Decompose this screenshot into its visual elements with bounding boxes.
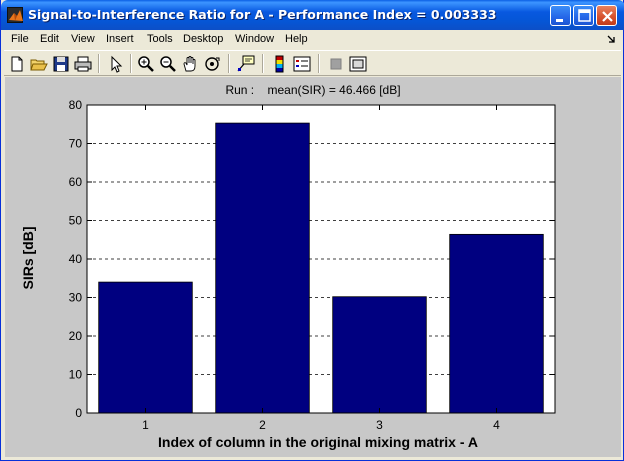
y-tick-label: 40 <box>69 252 83 266</box>
menu-view[interactable]: View <box>71 33 95 45</box>
new-file-icon[interactable] <box>7 54 27 74</box>
toolbar-separator <box>262 54 264 73</box>
open-folder-icon[interactable] <box>29 54 49 74</box>
menu-help[interactable]: Help <box>285 33 308 45</box>
bar <box>449 233 544 414</box>
hide-plot-tools-icon[interactable] <box>326 54 346 74</box>
y-tick-label: 60 <box>69 175 83 189</box>
menu-tools[interactable]: Tools <box>147 33 173 45</box>
menu-edit[interactable]: Edit <box>40 33 59 45</box>
x-tick-label: 2 <box>259 418 266 432</box>
y-tick-label: 80 <box>69 98 83 112</box>
colorbar-icon[interactable] <box>270 54 290 74</box>
window-title: Signal-to-Interference Ratio for A - Per… <box>28 7 497 22</box>
legend-icon[interactable] <box>292 54 312 74</box>
rotate-3d-icon[interactable] <box>202 54 222 74</box>
maximize-button[interactable] <box>573 5 594 26</box>
close-button[interactable] <box>596 5 617 26</box>
y-tick-label: 50 <box>69 214 83 228</box>
y-tick-label: 30 <box>69 291 83 305</box>
bar <box>98 281 193 414</box>
x-tick-label: 1 <box>142 418 149 432</box>
axes-box <box>86 104 556 414</box>
toolbar-separator <box>98 54 100 73</box>
toolbar-separator <box>318 54 320 73</box>
minimize-icon <box>556 19 563 22</box>
pan-hand-icon[interactable] <box>180 54 200 74</box>
menu-file[interactable]: File <box>11 33 29 45</box>
menu-desktop[interactable]: Desktop <box>183 33 224 45</box>
title-bar[interactable]: Signal-to-Interference Ratio for A - Per… <box>1 0 624 30</box>
x-axis-label: Index of column in the original mixing m… <box>158 434 478 450</box>
menu-bar: File Edit View Insert Tools Desktop Wind… <box>4 30 621 50</box>
show-plot-tools-icon[interactable] <box>348 54 368 74</box>
toolbar-separator <box>130 54 132 73</box>
print-icon[interactable] <box>73 54 93 74</box>
bar <box>332 296 427 414</box>
minimize-button[interactable] <box>550 5 571 26</box>
figure-toolbar <box>4 50 621 76</box>
x-tick-label: 4 <box>493 418 500 432</box>
zoom-in-icon[interactable] <box>136 54 156 74</box>
y-tick-label: 10 <box>69 368 83 382</box>
figure-canvas: Run : mean(SIR) = 46.466 [dB] 0 10 20 30 40 5… <box>5 77 621 457</box>
y-axis-label: SIRs [dB] <box>20 226 36 290</box>
y-tick-label: 0 <box>75 406 82 420</box>
pointer-icon[interactable] <box>106 54 126 74</box>
dock-arrow-icon[interactable] <box>607 34 617 44</box>
save-icon[interactable] <box>51 54 71 74</box>
toolbar-separator <box>228 54 230 73</box>
data-cursor-icon[interactable] <box>236 54 256 74</box>
y-tick-label: 20 <box>69 329 83 343</box>
maximize-icon <box>579 10 590 13</box>
bar <box>215 122 310 414</box>
menu-window[interactable]: Window <box>235 33 275 45</box>
bar-chart: 0 10 20 30 40 50 60 70 80 1 2 3 4 <box>69 98 556 432</box>
x-tick-label: 3 <box>376 418 383 432</box>
close-icon <box>602 11 613 22</box>
zoom-out-icon[interactable] <box>158 54 178 74</box>
matlab-icon <box>7 7 23 23</box>
plot-title: Run : mean(SIR) = 46.466 [dB] <box>225 83 401 97</box>
menu-insert[interactable]: Insert <box>106 33 134 45</box>
y-tick-label: 70 <box>69 137 83 151</box>
